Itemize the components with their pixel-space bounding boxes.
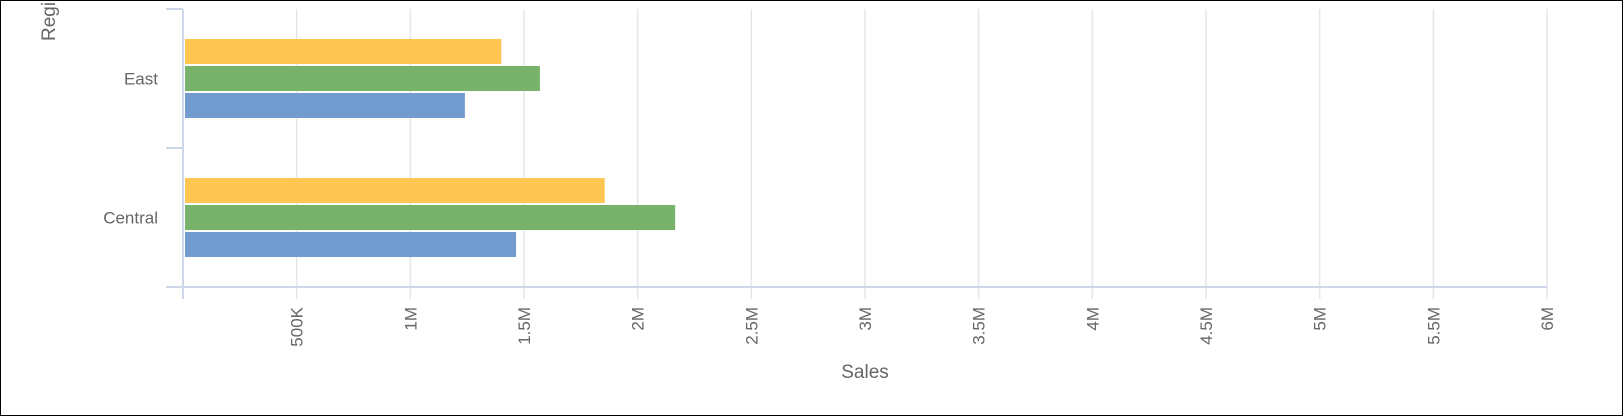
bars bbox=[185, 39, 676, 257]
bar[interactable] bbox=[185, 178, 605, 203]
x-tick-label: 4.5M bbox=[1197, 307, 1216, 345]
x-tick-label: 5M bbox=[1311, 307, 1330, 331]
bar[interactable] bbox=[185, 93, 465, 118]
bar[interactable] bbox=[185, 66, 540, 91]
bar[interactable] bbox=[185, 205, 676, 230]
x-tick-label: 3M bbox=[856, 307, 875, 331]
x-tick-label: 1M bbox=[401, 307, 420, 331]
x-tick-label: 5.5M bbox=[1424, 307, 1443, 345]
x-tick-label: 1.5M bbox=[515, 307, 534, 345]
bar[interactable] bbox=[185, 39, 502, 64]
y-category-label: Central bbox=[103, 209, 158, 228]
tick-labels: 500K 1M 1.5M 2M 2.5M 3M 3.5M 4M 4.5M 5M 5.5M 6M East… bbox=[103, 70, 1557, 347]
axes bbox=[166, 8, 1547, 299]
x-tick-label: 6M bbox=[1538, 307, 1557, 331]
x-tick-label: 2M bbox=[629, 307, 648, 331]
x-tick-label: 4M bbox=[1083, 307, 1102, 331]
y-axis-title: Region bbox=[39, 1, 60, 41]
bar[interactable] bbox=[185, 232, 517, 257]
y-category-label: East bbox=[124, 70, 158, 89]
x-tick-label: 2.5M bbox=[742, 307, 761, 345]
x-tick-label: 500K bbox=[288, 306, 307, 346]
x-axis-title: Sales bbox=[841, 362, 889, 383]
x-tick-label: 3.5M bbox=[970, 307, 989, 345]
